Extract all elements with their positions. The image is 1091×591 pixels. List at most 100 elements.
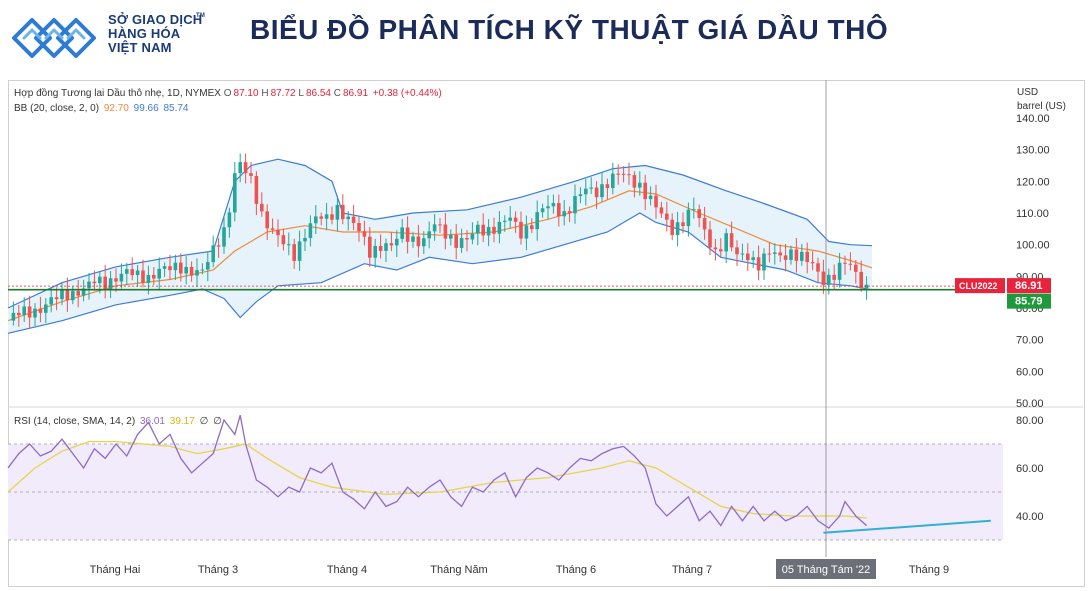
candle-body <box>157 268 161 279</box>
candle-body <box>11 312 16 321</box>
candle-body <box>168 266 172 271</box>
candle-body <box>416 236 421 247</box>
candle-body <box>432 224 437 232</box>
candle-body <box>222 227 226 247</box>
candle-body <box>654 195 658 208</box>
candle-body <box>65 289 70 301</box>
candle-body <box>173 262 178 271</box>
candle-body <box>60 289 64 300</box>
bb-upper-value: 99.66 <box>133 103 159 114</box>
legend-close: 86.91 <box>342 88 369 99</box>
price-legend: Hợp đồng Tương lai Dầu thô nhẹ, 1D, NYME… <box>14 88 442 99</box>
candle-body <box>627 174 631 176</box>
rsi-band-fill <box>8 444 1003 540</box>
candle-body <box>670 219 674 235</box>
candle-body <box>211 245 215 263</box>
candle-body <box>843 262 847 264</box>
crosshair-date-text: 05 Tháng Tám '22 <box>782 564 871 576</box>
candle-body <box>573 196 577 214</box>
bb-label: BB (20, close, 2, 0) <box>14 103 100 114</box>
candle-body <box>27 306 32 318</box>
price-pane <box>7 153 1003 334</box>
candle-body <box>864 284 869 289</box>
candle-body <box>724 233 728 252</box>
candle-body <box>778 252 782 256</box>
candle-body <box>756 257 761 271</box>
candle-body <box>265 211 269 229</box>
candle-body <box>373 246 377 258</box>
candle-body <box>114 278 118 282</box>
candle-body <box>395 238 399 246</box>
candle-body <box>513 217 518 222</box>
candle-body <box>179 262 183 274</box>
candle-body <box>470 233 475 240</box>
candle-body <box>557 203 561 217</box>
candle-body <box>686 209 691 227</box>
candle-body <box>200 269 205 271</box>
candle-body <box>195 270 199 276</box>
x-tick-label: Tháng Hai <box>90 564 141 576</box>
candle-body <box>362 231 367 237</box>
candle-body <box>260 203 264 212</box>
candle-body <box>854 264 858 272</box>
candle-body <box>341 204 345 220</box>
candle-body <box>665 213 669 220</box>
candle-body <box>810 262 815 264</box>
candle-body <box>794 249 799 261</box>
logo-line-1: SỞ GIAO DỊCH <box>108 12 203 27</box>
bb-lower-value: 85.74 <box>163 103 189 114</box>
candle-body <box>287 244 291 246</box>
candle-body <box>492 226 496 234</box>
candle-body <box>411 236 415 242</box>
candle-body <box>427 231 431 239</box>
candle-body <box>594 187 599 198</box>
candle-body <box>567 211 572 214</box>
candle-body <box>767 253 772 255</box>
candle-body <box>735 247 739 255</box>
candle-body <box>524 225 529 239</box>
candle-body <box>81 288 86 296</box>
candle-body <box>49 297 53 305</box>
bb-legend: BB (20, close, 2, 0) 92.70 99.66 85.74 <box>14 103 188 114</box>
candle-body <box>702 218 707 230</box>
candle-body <box>162 266 167 269</box>
candle-body <box>314 216 318 224</box>
candle-body <box>503 220 507 222</box>
candle-body <box>330 214 334 220</box>
candle-body <box>71 291 75 301</box>
candle-body <box>92 281 97 284</box>
candle-body <box>438 224 442 226</box>
candle-body <box>519 221 523 239</box>
candle-body <box>681 222 685 227</box>
candle-body <box>584 188 588 195</box>
x-tick-label: Tháng 6 <box>556 564 596 576</box>
candle-body <box>351 216 356 223</box>
candle-body <box>643 182 647 200</box>
candle-body <box>708 229 712 248</box>
candle-body <box>87 281 91 289</box>
axes: 140.00130.00120.00110.00100.0090.0080.00… <box>8 80 1083 579</box>
candle-body <box>465 237 469 240</box>
candle-body <box>800 251 804 261</box>
y-tick-label: 50.00 <box>1016 398 1044 410</box>
candle-body <box>368 236 372 258</box>
candle-body <box>33 308 37 318</box>
candle-body <box>108 278 113 290</box>
candle-body <box>762 253 766 271</box>
logo-trademark: TM <box>196 13 206 19</box>
y-tick-label: 70.00 <box>1016 335 1044 347</box>
rsi-pane <box>7 415 1003 541</box>
candle-body <box>773 252 777 254</box>
y-tick-label: 60.00 <box>1016 366 1044 378</box>
candle-body <box>346 216 350 220</box>
candle-body <box>546 206 550 209</box>
logo-icon <box>12 18 96 58</box>
candle-body <box>152 274 156 279</box>
candle-body <box>308 223 313 238</box>
candle-body <box>535 212 539 230</box>
price-value-tag <box>1007 278 1051 294</box>
candle-body <box>497 221 502 234</box>
rsi-extra-2: ∅ <box>213 416 222 427</box>
candle-body <box>249 173 253 176</box>
